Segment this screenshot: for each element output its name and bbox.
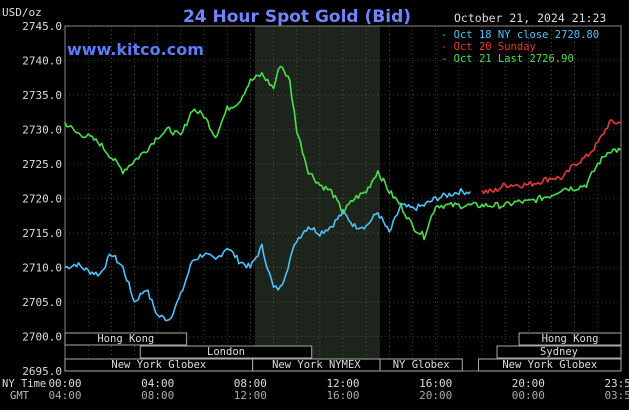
y-tick-label: 2710.0 <box>22 262 62 275</box>
session-bar <box>64 332 188 346</box>
x-tick-label-ny: 20:00 <box>512 377 545 390</box>
x-tick-label-gmt: 08:00 <box>141 389 174 402</box>
x-tick-label-gmt: 12:00 <box>234 389 267 402</box>
x-tick-label-ny: 16:00 <box>419 377 452 390</box>
x-tick-label-ny: 08:00 <box>234 377 267 390</box>
grid-layer <box>64 25 622 372</box>
y-tick-label: 2695.0 <box>22 365 62 378</box>
x-tick-label-ny: 04:00 <box>141 377 174 390</box>
y-tick-label: 2720.0 <box>22 193 62 206</box>
series-layer <box>64 65 622 322</box>
x-tick-label-gmt: 16:00 <box>326 389 359 402</box>
x-tick-label-gmt: 04:00 <box>48 389 81 402</box>
session-label: New York NYMEX <box>272 359 361 371</box>
session-bar <box>478 358 622 372</box>
legend-item-oct21: - Oct 21 Last 2726.90 <box>441 53 574 65</box>
y-tick-label: 2705.0 <box>22 296 62 309</box>
x-tick-label-ny: 12:00 <box>326 377 359 390</box>
session-bar <box>379 358 463 372</box>
x-tick-label-ny: 23:59 <box>604 377 629 390</box>
y-tick-label: 2740.0 <box>22 55 62 68</box>
series-line-0 <box>64 187 471 322</box>
legend-item-oct20: - Oct 20 Sunday <box>441 41 536 53</box>
session-label: London <box>207 346 245 358</box>
session-bar <box>496 345 622 359</box>
y-tick-label: 2725.0 <box>22 158 62 171</box>
session-label: Sydney <box>540 346 578 358</box>
x-tick-label-ny: 00:00 <box>48 377 81 390</box>
legend: - Oct 18 NY close 2720.80 - Oct 20 Sunda… <box>441 29 599 65</box>
x-axis-label-ny: NY Time <box>2 378 46 390</box>
session-bar <box>139 345 313 359</box>
session-label: New York Globex <box>502 359 597 371</box>
session-label: Hong Kong <box>542 333 599 345</box>
legend-item-oct18: - Oct 18 NY close 2720.80 <box>441 29 599 41</box>
x-tick-label-gmt: 20:00 <box>419 389 452 402</box>
axis-layer: 2745.0 2740.0 2735.0 2730.0 2725.0 2720.0 2715… <box>22 20 629 402</box>
y-tick-label: 2735.0 <box>22 89 62 102</box>
x-tick-label-gmt: 03:59 <box>604 389 629 402</box>
unit-label: USD/oz <box>2 6 42 19</box>
x-tick-label-gmt: 00:00 <box>512 389 545 402</box>
x-axis-label-gmt: GMT <box>10 390 30 402</box>
chart-title: 24 Hour Spot Gold (Bid) <box>183 7 411 27</box>
timestamp: October 21, 2024 21:23 <box>454 11 606 25</box>
site-link[interactable]: www.kitco.com <box>67 40 204 59</box>
y-tick-label: 2730.0 <box>22 124 62 137</box>
y-tick-label: 2700.0 <box>22 331 62 344</box>
y-tick-label: 2715.0 <box>22 227 62 240</box>
series-line-1 <box>481 118 621 195</box>
session-label: NY Globex <box>393 359 450 371</box>
series-line-2 <box>64 65 622 241</box>
session-label: New York Globex <box>111 359 206 371</box>
session-label: Hong Kong <box>97 333 154 345</box>
y-tick-label: 2745.0 <box>22 20 62 33</box>
session-bar <box>518 332 622 346</box>
